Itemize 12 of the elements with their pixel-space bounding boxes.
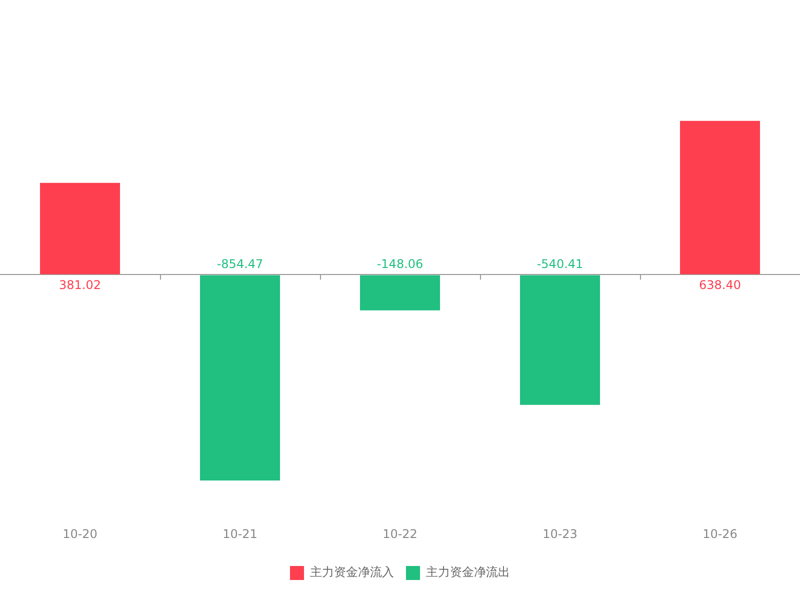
data-label: -854.47 [216, 256, 264, 271]
x-tick-label: 10-20 [62, 526, 98, 541]
x-tick-label: 10-22 [382, 526, 418, 541]
data-label: -540.41 [536, 256, 584, 271]
legend-label: 主力资金净流出 [426, 565, 510, 580]
data-label: 381.02 [59, 278, 101, 292]
data-label: 638.40 [699, 278, 741, 292]
legend-label: 主力资金净流入 [310, 565, 394, 580]
x-tick-label: 10-26 [702, 526, 738, 541]
data-label: -148.06 [376, 256, 424, 271]
x-tick-label: 10-21 [222, 526, 258, 541]
x-tick-label: 10-23 [542, 526, 578, 541]
